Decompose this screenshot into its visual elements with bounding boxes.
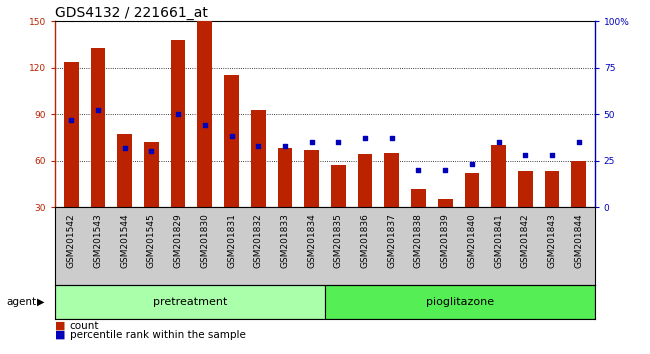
Bar [331,165,346,207]
Bar [55,285,325,319]
Text: GSM201544: GSM201544 [120,213,129,268]
Point [66,117,77,122]
Text: GSM201542: GSM201542 [67,213,76,268]
Text: GSM201830: GSM201830 [200,213,209,268]
Point [146,149,157,154]
Point [200,122,210,128]
Point [467,161,477,167]
Text: count: count [70,321,99,331]
Text: GSM201831: GSM201831 [227,213,236,268]
Point [547,152,557,158]
Point [573,139,584,145]
Text: agent: agent [6,297,36,307]
Bar [358,154,372,207]
Bar [384,153,399,207]
Text: GSM201835: GSM201835 [334,213,343,268]
Bar [465,173,479,207]
Text: ■: ■ [55,330,66,339]
Bar [411,188,426,207]
Point [440,167,450,173]
Point [306,139,317,145]
Bar [198,21,212,207]
Bar [304,150,319,207]
Bar [491,145,506,207]
Text: GSM201843: GSM201843 [547,213,556,268]
Point [93,108,103,113]
Text: GSM201836: GSM201836 [361,213,370,268]
Bar [144,142,159,207]
Bar [325,285,595,319]
Text: ▶: ▶ [37,297,45,307]
Bar [571,161,586,207]
Text: GSM201837: GSM201837 [387,213,396,268]
Bar [64,62,79,207]
Bar [90,47,105,207]
Bar [518,171,532,207]
Point [333,139,344,145]
Text: GSM201832: GSM201832 [254,213,263,268]
Text: GSM201842: GSM201842 [521,213,530,268]
Bar [171,40,185,207]
Text: pretreatment: pretreatment [153,297,228,307]
Text: GSM201841: GSM201841 [494,213,503,268]
Text: ■: ■ [55,321,66,331]
Point [173,111,183,117]
Point [493,139,504,145]
Text: GSM201833: GSM201833 [280,213,289,268]
Text: pioglitazone: pioglitazone [426,297,494,307]
Bar [545,171,560,207]
Point [253,143,263,149]
Point [280,143,290,149]
Text: GSM201829: GSM201829 [174,213,183,268]
Bar [251,109,266,207]
Text: GSM201844: GSM201844 [574,213,583,268]
Text: GSM201543: GSM201543 [94,213,103,268]
Bar [224,75,239,207]
Text: GSM201839: GSM201839 [441,213,450,268]
Text: GSM201834: GSM201834 [307,213,316,268]
Text: GDS4132 / 221661_at: GDS4132 / 221661_at [55,6,208,20]
Text: percentile rank within the sample: percentile rank within the sample [70,330,246,339]
Bar [438,199,452,207]
Point [226,133,237,139]
Point [360,136,370,141]
Point [387,136,397,141]
Bar [278,148,292,207]
Point [520,152,530,158]
Text: GSM201840: GSM201840 [467,213,476,268]
Point [413,167,424,173]
Point [120,145,130,150]
Text: GSM201545: GSM201545 [147,213,156,268]
Text: GSM201838: GSM201838 [414,213,423,268]
Bar [118,134,132,207]
